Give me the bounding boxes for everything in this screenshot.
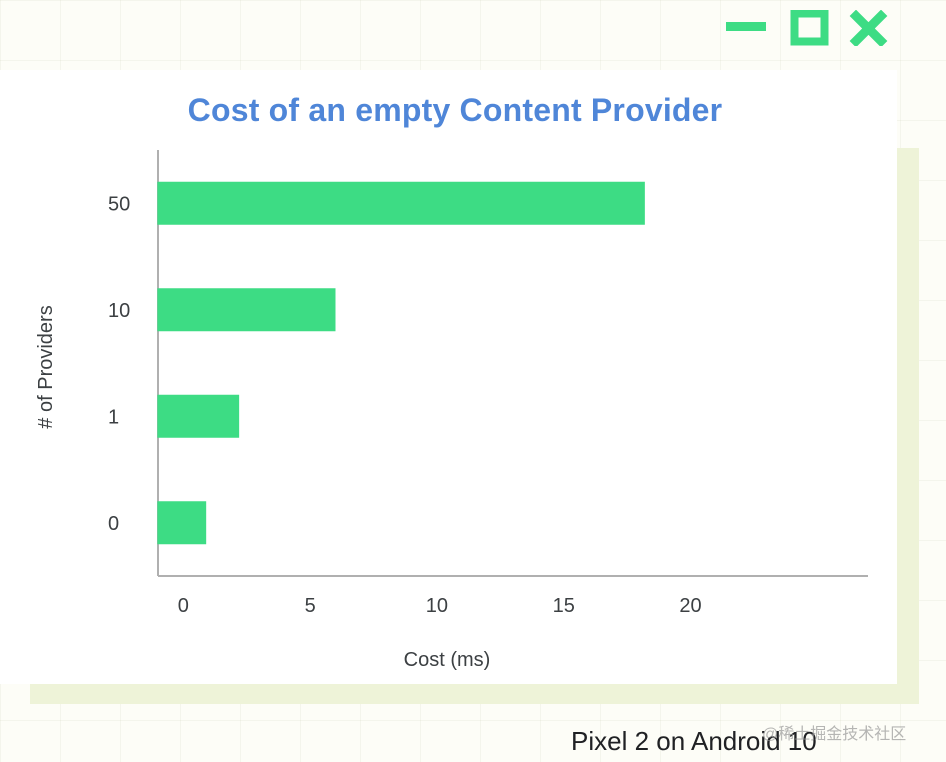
y-tick-label: 50 [108,193,130,215]
maximize-icon[interactable] [790,9,829,46]
close-icon[interactable] [849,9,888,48]
window-controls [724,9,894,48]
chart-card [0,70,897,684]
watermark: @稀土掘金技术社区 [762,726,907,743]
y-tick-label: 10 [108,300,130,322]
chart-title: Cost of an empty Content Provider [187,92,723,128]
bar-1 [157,394,240,438]
x-axis-label: Cost (ms) [404,649,491,671]
x-tick-label: 10 [426,595,448,617]
accent-frame-bottom [30,684,919,704]
x-tick-label: 0 [178,595,189,617]
device-label: Pixel 2 on Android 10 [571,726,817,756]
bar-0 [157,501,207,545]
x-tick-label: 5 [305,595,316,617]
accent-frame-right [897,148,919,704]
bar-10 [157,288,336,332]
x-tick-label: 15 [553,595,575,617]
minimize-icon[interactable] [726,22,766,31]
y-tick-label: 1 [108,406,119,428]
y-axis-label: # of Providers [35,305,57,428]
bar-50 [157,181,645,225]
y-tick-label: 0 [108,513,119,535]
x-tick-label: 20 [679,595,701,617]
